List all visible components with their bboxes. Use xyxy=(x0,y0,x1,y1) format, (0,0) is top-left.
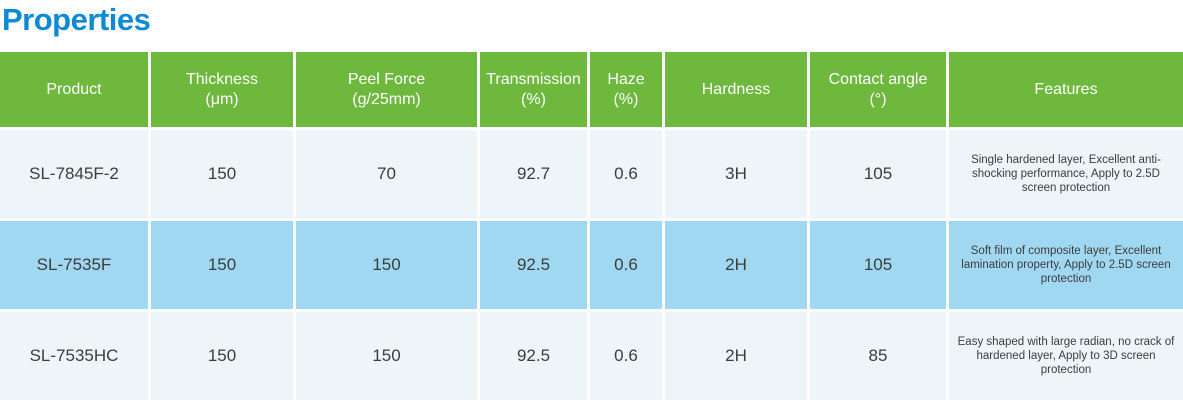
header-label: Thickness xyxy=(185,70,259,88)
cell-thickness: 150 xyxy=(151,312,293,400)
header-label: Haze xyxy=(607,70,645,88)
cell-hardness: 3H xyxy=(665,130,807,218)
cell-hardness: 2H xyxy=(665,312,807,400)
header-cell-contact-angle: Contact angle (°) xyxy=(810,52,946,127)
cell-features: Soft film of composite layer, Excellent … xyxy=(949,221,1183,309)
cell-peel-force: 70 xyxy=(296,130,477,218)
cell-thickness: 150 xyxy=(151,221,293,309)
cell-features: Easy shaped with large radian, no crack … xyxy=(949,312,1183,400)
cell-transmission: 92.5 xyxy=(480,221,587,309)
header-label: Transmission xyxy=(486,70,581,88)
cell-haze: 0.6 xyxy=(590,312,662,400)
header-unit: (°) xyxy=(869,90,887,108)
header-cell-hardness: Hardness xyxy=(665,52,807,127)
header-cell-thickness: Thickness (μm) xyxy=(151,52,293,127)
cell-haze: 0.6 xyxy=(590,130,662,218)
header-unit: (%) xyxy=(521,90,546,108)
header-cell-transmission: Transmission (%) xyxy=(480,52,587,127)
header-unit: (μm) xyxy=(205,90,239,108)
cell-contact-angle: 85 xyxy=(810,312,946,400)
properties-table: Product Thickness (μm) Peel Force (g/25m… xyxy=(0,52,1183,400)
cell-product: SL-7845F-2 xyxy=(0,130,148,218)
header-cell-product: Product xyxy=(0,52,148,127)
cell-product: SL-7535F xyxy=(0,221,148,309)
cell-haze: 0.6 xyxy=(590,221,662,309)
header-label: Hardness xyxy=(701,80,771,98)
cell-contact-angle: 105 xyxy=(810,221,946,309)
header-cell-peel-force: Peel Force (g/25mm) xyxy=(296,52,477,127)
page-title: Properties xyxy=(2,2,151,37)
cell-transmission: 92.5 xyxy=(480,312,587,400)
cell-thickness: 150 xyxy=(151,130,293,218)
header-label: Product xyxy=(46,80,102,98)
header-unit: (%) xyxy=(613,90,639,108)
header-label: Peel Force xyxy=(347,70,426,88)
header-label: Contact angle xyxy=(828,70,928,88)
cell-transmission: 92.7 xyxy=(480,130,587,218)
cell-peel-force: 150 xyxy=(296,221,477,309)
header-cell-haze: Haze (%) xyxy=(590,52,662,127)
cell-contact-angle: 105 xyxy=(810,130,946,218)
cell-product: SL-7535HC xyxy=(0,312,148,400)
header-unit: (g/25mm) xyxy=(352,90,421,108)
header-cell-features: Features xyxy=(949,52,1183,127)
cell-features: Single hardened layer, Excellent anti-sh… xyxy=(949,130,1183,218)
header-label: Features xyxy=(1034,80,1098,98)
cell-peel-force: 150 xyxy=(296,312,477,400)
cell-hardness: 2H xyxy=(665,221,807,309)
